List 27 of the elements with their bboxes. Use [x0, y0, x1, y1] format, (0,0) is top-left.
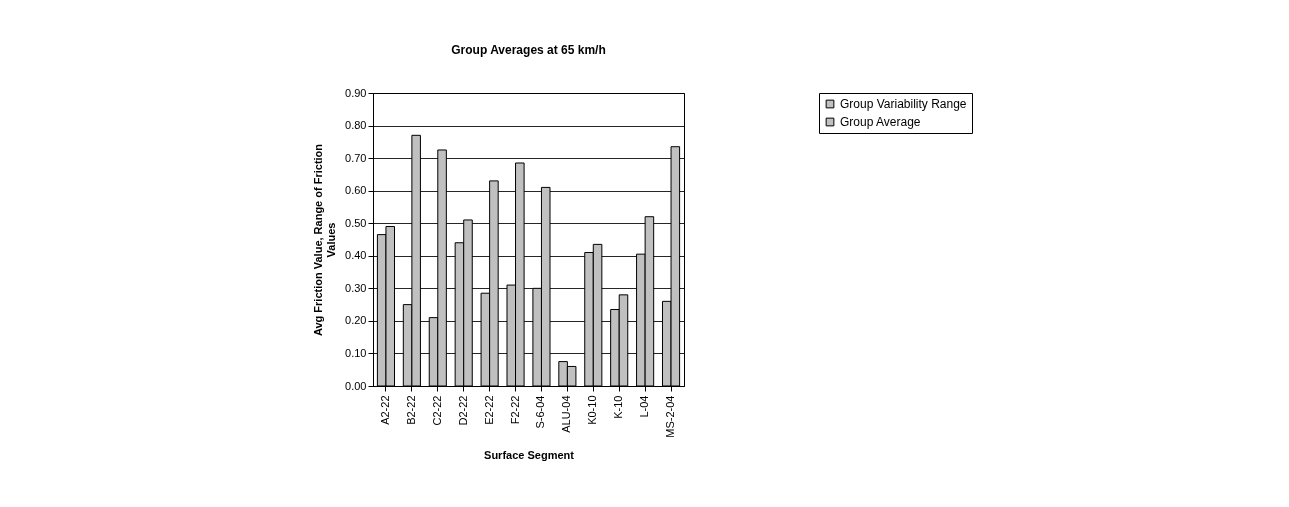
- x-tick-label: ALU-04: [560, 395, 573, 433]
- x-axis-title: Surface Segment: [484, 448, 575, 461]
- x-tick-label: B2-22: [404, 395, 417, 425]
- y-tick-label: 0.80: [345, 119, 367, 132]
- x-tick-label: MS-2-04: [664, 395, 677, 438]
- y-tick-label: 0.50: [345, 216, 367, 229]
- x-tick-label: K0-10: [586, 395, 599, 425]
- y-axis-title: Avg Friction Value, Range of Friction Values: [312, 143, 338, 337]
- y-tick-label: 0.10: [345, 346, 367, 359]
- chart-title: Group Averages at 65 km/h: [451, 43, 606, 57]
- y-tick-label: 0.00: [345, 379, 367, 392]
- x-tick-label: F2-22: [508, 395, 521, 425]
- x-tick-label: C2-22: [430, 395, 443, 426]
- y-tick-label: 0.40: [345, 249, 367, 262]
- legend-label: Group Average: [840, 115, 921, 129]
- y-tick-label: 0.90: [345, 86, 367, 99]
- x-tick-label: K-10: [612, 395, 625, 419]
- y-tick-label: 0.20: [345, 314, 367, 327]
- x-tick-label: S-6-04: [534, 395, 547, 429]
- y-tick-label: 0.60: [345, 184, 367, 197]
- x-tick-label: A2-22: [378, 395, 391, 425]
- x-tick-label: L-04: [638, 395, 651, 418]
- x-tick-label: D2-22: [456, 395, 469, 426]
- y-tick-label: 0.30: [345, 281, 367, 294]
- legend-label: Group Variability Range: [840, 97, 967, 111]
- y-tick-label: 0.70: [345, 151, 367, 164]
- x-tick-label: E2-22: [482, 395, 495, 425]
